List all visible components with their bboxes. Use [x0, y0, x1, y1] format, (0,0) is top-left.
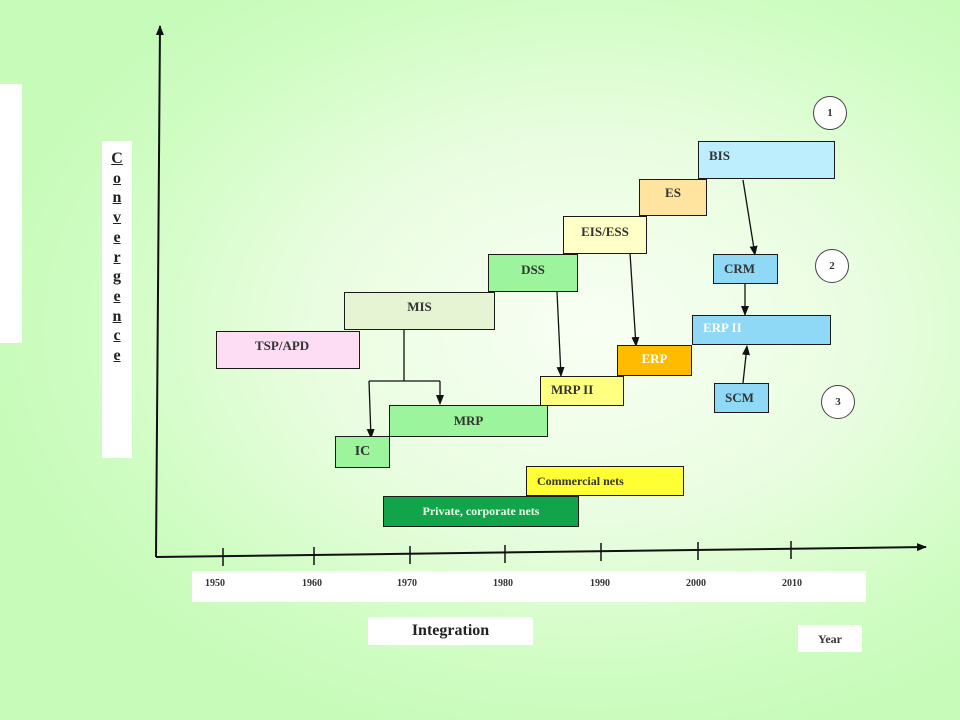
year-unit-label: Year: [798, 625, 862, 652]
year-label-2000: 2000: [686, 578, 706, 589]
horizontal-axis: [155, 543, 927, 558]
box-bis: BIS: [698, 141, 835, 179]
dss-to-mrp2-arrow: [556, 291, 565, 377]
bis-to-crm-arrow: [742, 179, 758, 256]
marker-2: 2: [815, 249, 849, 283]
box-mis: MIS: [344, 292, 495, 330]
convergence-letter: e: [113, 228, 121, 246]
year-label-1980: 1980: [493, 578, 513, 589]
convergence-letter: r: [113, 248, 121, 266]
convergence-letter: n: [112, 189, 122, 207]
convergence-letter: n: [112, 307, 122, 325]
convergence-letter: e: [113, 347, 121, 365]
scm-to-erp2-arrow: [742, 345, 751, 384]
axis-ticks: [222, 541, 792, 566]
left-margin-panel: [0, 84, 22, 343]
convergence-letter: c: [113, 327, 121, 345]
box-eis-ess: EIS/ESS: [563, 216, 647, 254]
convergence-letter: o: [113, 169, 121, 187]
year-label-1970: 1970: [397, 578, 417, 589]
integration-label: Integration: [368, 617, 533, 645]
convergence-letter: g: [113, 268, 121, 286]
year-label-2010: 2010: [782, 578, 802, 589]
convergence-letter: e: [113, 287, 121, 305]
box-dss: DSS: [488, 254, 578, 292]
year-label-1950: 1950: [205, 578, 225, 589]
eis-to-erp-arrow: [629, 252, 640, 347]
box-mrp: MRP: [389, 405, 548, 437]
year-label-1960: 1960: [302, 578, 322, 589]
box-es: ES: [639, 179, 707, 216]
vertical-axis: [155, 25, 164, 558]
box-mrp2: MRP II: [540, 376, 624, 406]
marker-3: 3: [821, 385, 855, 419]
box-ic: IC: [335, 436, 390, 468]
box-tsp-apd: TSP/APD: [216, 331, 360, 369]
box-erp: ERP: [617, 345, 692, 376]
marker-1: 1: [813, 96, 847, 130]
mis-connector: [366, 330, 444, 439]
year-strip: [192, 571, 866, 602]
box-commercial-nets: Commercial nets: [526, 466, 684, 496]
convergence-letter: C: [111, 150, 123, 167]
year-label-1990: 1990: [590, 578, 610, 589]
box-private-nets: Private, corporate nets: [383, 496, 579, 527]
box-erp2: ERP II: [692, 315, 831, 345]
box-scm: SCM: [714, 383, 769, 413]
convergence-letter: v: [113, 209, 121, 227]
box-crm: CRM: [713, 254, 778, 284]
